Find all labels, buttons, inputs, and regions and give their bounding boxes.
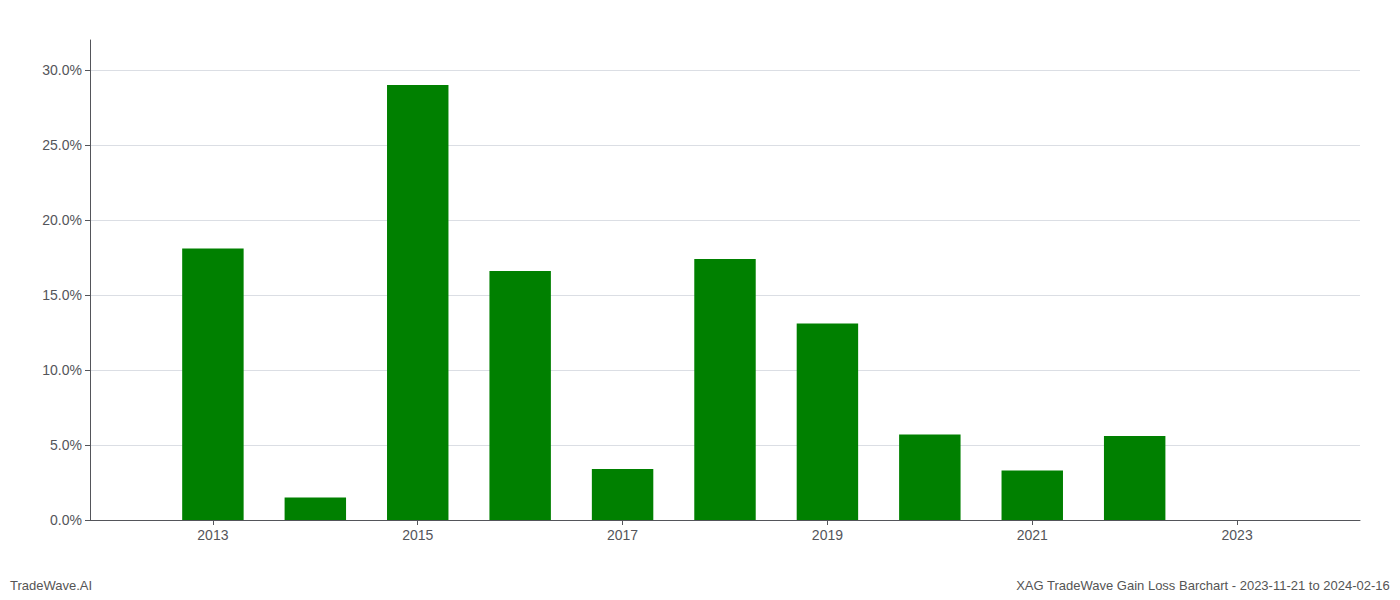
svg-text:2013: 2013 bbox=[197, 527, 228, 543]
svg-text:2023: 2023 bbox=[1222, 527, 1253, 543]
svg-text:XAG TradeWave Gain Loss Barcha: XAG TradeWave Gain Loss Barchart - 2023-… bbox=[1016, 578, 1390, 593]
svg-text:20.0%: 20.0% bbox=[42, 212, 82, 228]
svg-text:TradeWave.AI: TradeWave.AI bbox=[10, 578, 92, 593]
svg-text:15.0%: 15.0% bbox=[42, 287, 82, 303]
svg-text:2021: 2021 bbox=[1017, 527, 1048, 543]
svg-text:25.0%: 25.0% bbox=[42, 137, 82, 153]
svg-text:10.0%: 10.0% bbox=[42, 362, 82, 378]
svg-text:0.0%: 0.0% bbox=[50, 512, 82, 528]
svg-text:30.0%: 30.0% bbox=[42, 62, 82, 78]
svg-text:2017: 2017 bbox=[607, 527, 638, 543]
svg-text:2015: 2015 bbox=[402, 527, 433, 543]
svg-text:2019: 2019 bbox=[812, 527, 843, 543]
svg-text:5.0%: 5.0% bbox=[50, 437, 82, 453]
